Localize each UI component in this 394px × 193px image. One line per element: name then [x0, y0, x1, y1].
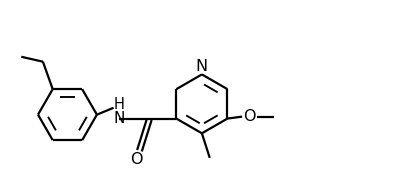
Text: O: O	[130, 152, 142, 167]
Text: N: N	[196, 59, 208, 74]
Text: H: H	[114, 97, 125, 112]
Text: O: O	[243, 109, 255, 124]
Text: N: N	[114, 111, 125, 126]
